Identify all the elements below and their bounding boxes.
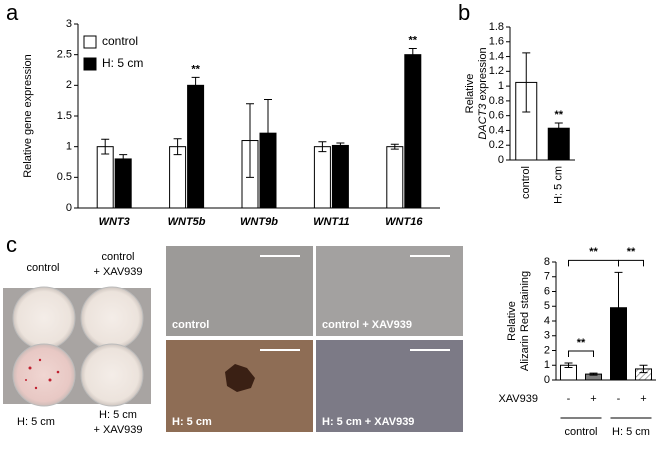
- x-tick-label: WNT9b: [240, 216, 278, 228]
- y-tick-label: 3: [544, 330, 550, 342]
- error-bar: [119, 154, 128, 164]
- dish-label: H: 5 cm: [99, 409, 137, 421]
- y-tick-label: 1.8: [489, 21, 504, 33]
- y-tick-label: 1: [498, 80, 504, 92]
- error-bar: [614, 271, 623, 344]
- x-tick-label: WNT3: [99, 216, 130, 228]
- y-tick-label: 0: [544, 374, 550, 386]
- y-tick-label: 7: [544, 271, 550, 283]
- error-bar: [564, 362, 573, 368]
- y-tick-label: 1.4: [489, 50, 504, 62]
- bar: [114, 158, 132, 209]
- legend-swatch: [83, 35, 97, 49]
- x-tick-label: WNT16: [385, 216, 423, 228]
- bar: [169, 146, 187, 209]
- dish-label: control: [101, 251, 134, 263]
- legend-swatch: [83, 57, 97, 71]
- y-tick-label: 1: [544, 359, 550, 371]
- bar: [386, 146, 404, 209]
- y-tick-label: 2.5: [57, 49, 72, 61]
- y-tick-label: 4: [544, 315, 550, 327]
- micrograph-label: H: 5 cm: [172, 416, 212, 428]
- micrograph-label: control + XAV939: [322, 319, 412, 331]
- significance: **: [554, 109, 563, 121]
- y-axis-label: DACT3 expression: [477, 47, 489, 139]
- y-axis-label: Relative: [464, 74, 476, 114]
- micrograph-label: H: 5 cm + XAV939: [322, 416, 414, 428]
- group-label: H: 5 cm: [612, 426, 650, 438]
- y-tick-label: 1.2: [489, 65, 504, 77]
- treatment-sign: -: [567, 393, 571, 405]
- group-label: control: [564, 426, 597, 438]
- bar: [96, 146, 114, 209]
- y-tick-label: 2: [544, 344, 550, 356]
- y-axis-label: Relative: [506, 301, 518, 341]
- micrograph-label: control: [172, 319, 209, 331]
- error-bar: [408, 48, 417, 62]
- y-tick-label: 0: [66, 202, 72, 214]
- error-bar: [318, 141, 327, 153]
- x-tick-label: WNT11: [313, 216, 349, 228]
- dish-label: + XAV939: [93, 424, 142, 436]
- panel-letter: b: [458, 0, 470, 25]
- error-bar: [639, 364, 648, 374]
- error-bar: [264, 98, 272, 168]
- error-bar: [336, 142, 345, 149]
- error-bar: [101, 138, 110, 155]
- treatment-sign: -: [617, 393, 621, 405]
- y-tick-label: 1.6: [489, 36, 504, 48]
- y-tick-label: 8: [544, 256, 550, 268]
- significance: **: [191, 63, 200, 75]
- legend-label: H: 5 cm: [102, 56, 143, 70]
- comparison-bracket: [568, 350, 594, 358]
- y-tick-label: 0.4: [489, 124, 504, 136]
- treatment-sign: +: [590, 393, 596, 405]
- x-tick-label: H: 5 cm: [553, 166, 565, 204]
- y-tick-label: 1: [66, 141, 72, 153]
- y-tick-label: 5: [544, 300, 550, 312]
- comparison-label: **: [627, 246, 636, 258]
- error-bar: [390, 143, 399, 150]
- y-tick-label: 1.5: [57, 110, 72, 122]
- comparison-label: **: [577, 337, 586, 349]
- legend-label: control: [102, 34, 138, 48]
- treatment-label: XAV939: [498, 393, 538, 405]
- x-tick-label: control: [520, 166, 532, 199]
- y-tick-label: 0.5: [57, 171, 72, 183]
- dish-label: control: [26, 262, 59, 274]
- bar: [187, 84, 205, 209]
- panel-letter: a: [6, 0, 19, 25]
- y-tick-label: 6: [544, 285, 550, 297]
- dish-label: H: 5 cm: [17, 416, 55, 428]
- micrographs: [166, 246, 463, 432]
- significance: **: [409, 34, 418, 46]
- y-axis-label: Relative gene expression: [22, 54, 34, 178]
- y-tick-label: 3: [66, 18, 72, 30]
- error-bar: [554, 122, 563, 134]
- x-tick-label: WNT5b: [168, 216, 206, 228]
- treatment-sign: +: [640, 393, 646, 405]
- error-bar: [522, 52, 531, 113]
- comparison-label: **: [589, 246, 598, 258]
- y-tick-label: 0.2: [489, 139, 504, 151]
- error-bar: [173, 138, 182, 156]
- error-bar: [246, 103, 254, 178]
- panel-letter: c: [6, 232, 17, 257]
- bar: [313, 146, 331, 209]
- dish-photo: [3, 286, 151, 407]
- error-bar: [589, 372, 598, 376]
- bar: [404, 54, 422, 209]
- y-tick-label: 0.6: [489, 110, 504, 122]
- comparison-bracket: [618, 259, 644, 267]
- y-tick-label: 0: [498, 154, 504, 166]
- y-tick-label: 2: [66, 79, 72, 91]
- comparison-bracket: [568, 259, 619, 267]
- dish-label: + XAV939: [93, 266, 142, 278]
- y-axis-label: Alizarin Red staining: [519, 271, 531, 371]
- error-bar: [191, 76, 200, 94]
- bar: [331, 144, 349, 209]
- y-tick-label: 0.8: [489, 95, 504, 107]
